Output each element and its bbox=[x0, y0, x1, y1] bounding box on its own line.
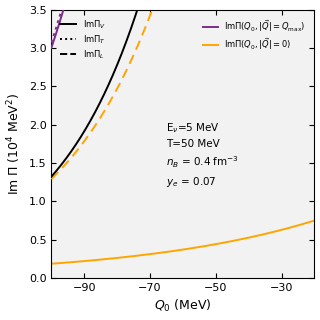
Text: E$_\nu$=5 MeV
T=50 MeV
$n_B$ = 0.4 fm$^{-3}$
$y_e$ = 0.07: E$_\nu$=5 MeV T=50 MeV $n_B$ = 0.4 fm$^{… bbox=[166, 121, 239, 189]
Legend: Im$\Pi(Q_0, |\vec{Q}| = Q_{\rm max})$, Im$\Pi(Q_0, |\vec{Q}| = 0)$: Im$\Pi(Q_0, |\vec{Q}| = Q_{\rm max})$, I… bbox=[201, 16, 308, 54]
Y-axis label: Im $\Pi$ ($10^4$ MeV$^2$): Im $\Pi$ ($10^4$ MeV$^2$) bbox=[5, 92, 23, 195]
X-axis label: $Q_0$ (MeV): $Q_0$ (MeV) bbox=[154, 298, 212, 315]
